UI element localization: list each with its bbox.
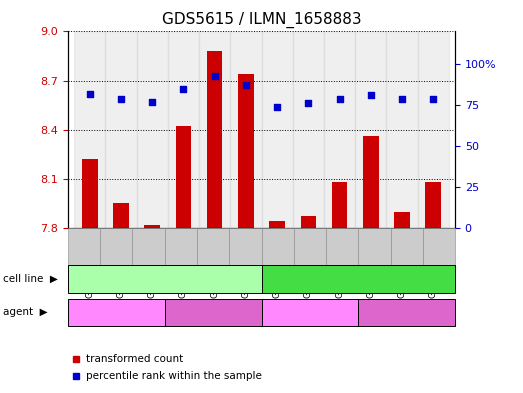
Bar <box>269 221 285 228</box>
Bar <box>68 265 262 293</box>
Bar <box>68 228 100 265</box>
Text: cell line  ▶: cell line ▶ <box>3 274 58 284</box>
Bar <box>238 74 254 228</box>
Bar <box>262 228 294 265</box>
Bar <box>262 265 455 293</box>
Text: transformed count: transformed count <box>86 354 184 364</box>
Bar <box>165 299 262 326</box>
Bar <box>230 31 262 228</box>
Bar <box>229 228 262 265</box>
Bar <box>294 228 326 265</box>
Bar <box>144 225 160 228</box>
Bar <box>391 228 423 265</box>
Bar <box>355 31 386 228</box>
Bar <box>293 31 324 228</box>
Bar <box>100 228 132 265</box>
Point <box>117 95 125 102</box>
Bar <box>197 228 229 265</box>
Bar <box>68 299 165 326</box>
Text: TMD8: TMD8 <box>146 272 183 286</box>
Point <box>398 95 406 102</box>
Bar <box>262 31 293 228</box>
Text: GDS5615 / ILMN_1658883: GDS5615 / ILMN_1658883 <box>162 12 361 28</box>
Text: percentile rank within the sample: percentile rank within the sample <box>86 371 262 382</box>
Bar <box>207 51 222 228</box>
Bar <box>358 299 455 326</box>
Bar <box>199 31 230 228</box>
Text: control: control <box>388 307 426 318</box>
Bar <box>132 228 165 265</box>
Bar <box>137 31 168 228</box>
Text: ST7612AA1: ST7612AA1 <box>84 307 149 318</box>
Bar <box>74 31 106 228</box>
Bar <box>106 31 137 228</box>
Point <box>273 104 281 110</box>
Point <box>179 86 188 92</box>
Point <box>86 90 94 97</box>
Bar <box>113 204 129 228</box>
Text: ST7612AA1: ST7612AA1 <box>278 307 342 318</box>
Bar <box>423 228 455 265</box>
Bar <box>417 31 449 228</box>
Point <box>242 83 250 89</box>
Point <box>335 95 344 102</box>
Bar <box>332 182 347 228</box>
Bar <box>363 136 379 228</box>
Bar <box>386 31 417 228</box>
Point <box>367 92 375 98</box>
Point <box>304 100 313 107</box>
Bar <box>262 299 358 326</box>
Bar <box>324 31 355 228</box>
Bar <box>82 159 98 228</box>
Bar <box>168 31 199 228</box>
Bar <box>425 182 441 228</box>
Text: DOHH2: DOHH2 <box>335 272 381 286</box>
Text: agent  ▶: agent ▶ <box>3 307 47 318</box>
Bar <box>394 211 410 228</box>
Bar <box>301 217 316 228</box>
Point <box>429 95 437 102</box>
Point <box>210 72 219 79</box>
Bar <box>326 228 358 265</box>
Bar <box>176 127 191 228</box>
Point <box>148 99 156 105</box>
Text: control: control <box>194 307 232 318</box>
Bar <box>165 228 197 265</box>
Bar <box>358 228 391 265</box>
